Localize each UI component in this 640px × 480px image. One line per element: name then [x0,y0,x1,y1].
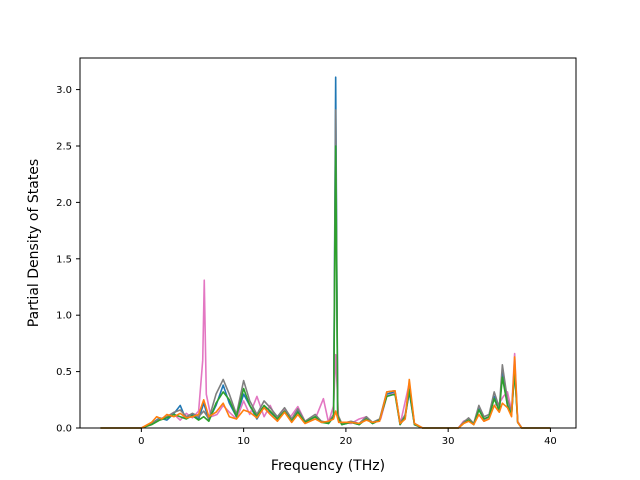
x-tick-label: 30 [442,436,455,447]
y-tick-label: 3.0 [56,85,72,96]
y-axis: 0.0 0.5 1.0 1.5 2.0 2.5 3.0 [56,85,80,435]
series-line-3 [100,109,551,429]
y-tick-label: 1.5 [56,254,72,265]
y-axis-label: Partial Density of States [26,159,42,327]
y-tick-label: 2.0 [56,198,72,209]
y-tick-label: 0.0 [56,424,72,435]
x-tick-label: 20 [340,436,353,447]
x-axis: 0 10 20 30 40 [138,428,557,447]
plot-frame [79,57,577,429]
y-tick-label: 1.0 [56,311,72,322]
y-tick-label: 0.5 [56,367,72,378]
x-tick-label: 0 [138,436,144,447]
y-tick-label: 2.5 [56,141,72,152]
plot-lines [100,76,551,429]
x-tick-label: 10 [237,436,250,447]
series-line-4 [100,145,551,429]
x-axis-label: Frequency (THz) [271,458,385,474]
series-line-5 [100,356,551,429]
x-tick-label: 40 [544,436,557,447]
